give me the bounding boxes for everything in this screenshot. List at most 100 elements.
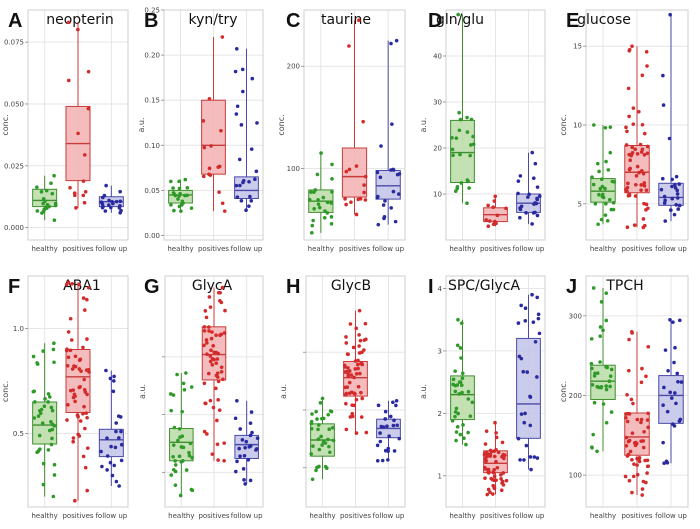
data-point-follow-up bbox=[392, 449, 397, 453]
data-point-follow-up bbox=[234, 112, 239, 116]
data-point-follow-up bbox=[661, 403, 665, 407]
data-point-positives bbox=[499, 477, 503, 481]
data-point-follow-up bbox=[661, 440, 665, 445]
data-point-follow-up bbox=[533, 201, 537, 205]
data-point-healthy bbox=[310, 412, 314, 416]
y-axis-label: a.u. bbox=[419, 384, 428, 399]
data-point-positives bbox=[641, 217, 646, 221]
data-point-healthy bbox=[590, 445, 594, 449]
data-point-healthy bbox=[169, 179, 173, 184]
data-point-follow-up bbox=[519, 303, 523, 308]
data-point-healthy bbox=[612, 180, 617, 184]
data-point-healthy bbox=[325, 200, 330, 205]
data-point-positives bbox=[642, 181, 647, 185]
data-point-follow-up bbox=[521, 369, 526, 374]
data-point-healthy bbox=[468, 153, 472, 158]
data-point-follow-up bbox=[670, 184, 674, 189]
data-point-follow-up bbox=[533, 339, 538, 344]
data-point-follow-up bbox=[381, 203, 386, 207]
data-point-follow-up bbox=[671, 422, 675, 426]
data-point-healthy bbox=[169, 203, 173, 207]
data-point-follow-up bbox=[254, 169, 259, 174]
data-point-positives bbox=[71, 395, 76, 400]
data-point-positives bbox=[489, 449, 494, 454]
data-point-healthy bbox=[312, 206, 316, 211]
data-point-healthy bbox=[48, 395, 52, 399]
data-point-follow-up bbox=[385, 424, 389, 429]
data-point-healthy bbox=[310, 223, 315, 228]
data-point-follow-up bbox=[242, 478, 246, 482]
data-point-positives bbox=[216, 351, 220, 356]
data-point-follow-up bbox=[247, 445, 252, 449]
data-point-follow-up bbox=[531, 320, 536, 324]
data-point-healthy bbox=[52, 473, 57, 477]
data-point-positives bbox=[362, 348, 366, 352]
data-point-positives bbox=[492, 478, 496, 483]
data-point-positives bbox=[210, 330, 214, 334]
data-point-positives bbox=[357, 344, 361, 348]
data-point-positives bbox=[645, 471, 649, 475]
data-point-follow-up bbox=[114, 199, 119, 204]
panel-aba1: 0.5 1.0 conc. F ABA1 healthy positives follow u… bbox=[1, 275, 129, 520]
data-point-healthy bbox=[599, 385, 603, 390]
data-point-healthy bbox=[611, 207, 616, 212]
data-point-healthy bbox=[455, 343, 460, 348]
data-point-positives bbox=[209, 336, 214, 341]
data-point-follow-up bbox=[240, 67, 245, 72]
data-point-healthy bbox=[309, 419, 314, 424]
data-point-healthy bbox=[319, 434, 323, 439]
y-tick-label: 15 bbox=[573, 43, 582, 51]
data-point-follow-up bbox=[535, 295, 539, 300]
data-point-positives bbox=[202, 145, 207, 150]
data-point-positives bbox=[642, 184, 647, 188]
data-point-healthy bbox=[172, 208, 176, 213]
data-point-positives bbox=[626, 452, 631, 457]
data-point-follow-up bbox=[249, 199, 254, 203]
data-point-healthy bbox=[454, 406, 459, 411]
data-point-positives bbox=[203, 309, 208, 313]
data-point-follow-up bbox=[243, 445, 247, 450]
y-tick-label: 0.20 bbox=[144, 52, 160, 60]
data-point-follow-up bbox=[516, 179, 521, 183]
data-point-healthy bbox=[330, 162, 334, 167]
data-point-follow-up bbox=[533, 210, 537, 215]
data-point-positives bbox=[349, 390, 354, 395]
data-point-positives bbox=[484, 218, 488, 222]
data-point-positives bbox=[210, 363, 215, 367]
data-point-positives bbox=[356, 384, 361, 389]
y-axis-label: conc. bbox=[559, 381, 568, 402]
data-point-healthy bbox=[176, 438, 180, 443]
data-point-follow-up bbox=[670, 196, 674, 201]
data-point-healthy bbox=[36, 414, 41, 418]
data-point-healthy bbox=[466, 179, 470, 184]
data-point-healthy bbox=[603, 213, 608, 217]
data-point-healthy bbox=[173, 459, 177, 463]
data-point-positives bbox=[642, 223, 647, 228]
data-point-healthy bbox=[330, 425, 335, 430]
data-point-positives bbox=[354, 397, 359, 402]
data-point-follow-up bbox=[234, 46, 239, 51]
data-point-positives bbox=[208, 173, 213, 177]
data-point-follow-up bbox=[675, 192, 680, 196]
data-point-follow-up bbox=[536, 312, 541, 317]
data-point-positives bbox=[214, 361, 219, 365]
data-point-follow-up bbox=[532, 455, 537, 459]
data-point-healthy bbox=[50, 436, 54, 441]
data-point-positives bbox=[216, 379, 221, 384]
data-point-healthy bbox=[461, 423, 465, 427]
data-point-follow-up bbox=[383, 199, 387, 203]
data-point-follow-up bbox=[535, 213, 540, 218]
data-point-positives bbox=[354, 164, 359, 168]
data-point-positives bbox=[345, 385, 350, 389]
data-point-positives bbox=[82, 200, 87, 205]
data-point-positives bbox=[646, 411, 650, 416]
data-point-follow-up bbox=[106, 203, 111, 207]
data-point-positives bbox=[219, 332, 224, 337]
category-label: healthy bbox=[309, 512, 335, 520]
data-point-follow-up bbox=[389, 41, 393, 46]
data-point-follow-up bbox=[675, 371, 680, 376]
data-point-follow-up bbox=[535, 185, 540, 189]
y-axis-label: a.u. bbox=[137, 117, 146, 132]
